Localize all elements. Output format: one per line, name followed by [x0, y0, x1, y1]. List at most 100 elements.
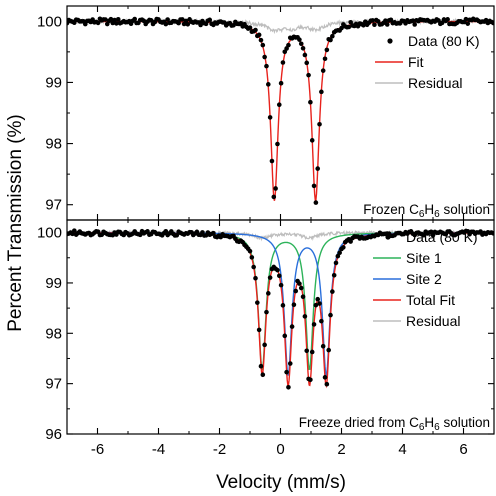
data-point — [298, 285, 304, 291]
data-point — [300, 46, 306, 51]
y-tick-label: 99 — [45, 275, 62, 292]
data-point — [304, 60, 310, 66]
data-point — [330, 289, 335, 294]
data-point — [176, 20, 181, 26]
data-point — [348, 239, 353, 244]
data-point — [324, 381, 330, 387]
plot-area — [67, 16, 494, 205]
data-point — [280, 303, 286, 308]
data-point — [428, 229, 434, 235]
data-point — [287, 361, 293, 366]
x-axis-label: Velocity (mm/s) — [216, 472, 346, 493]
data-point — [315, 296, 321, 302]
data-point — [284, 369, 289, 375]
data-point — [276, 102, 282, 108]
data-point — [361, 23, 366, 28]
note-text-part: Freeze dried from C — [299, 415, 419, 430]
data-point — [262, 54, 267, 60]
data-points — [67, 16, 494, 205]
data-point — [309, 138, 315, 143]
data-point — [247, 25, 253, 30]
data-point — [183, 18, 189, 24]
data-point — [491, 20, 494, 26]
x-tick-label: -2 — [213, 441, 226, 458]
data-point — [309, 349, 315, 355]
note-text-part: H — [424, 415, 434, 430]
data-point — [253, 27, 258, 33]
data-point — [463, 16, 469, 22]
data-point — [298, 41, 304, 47]
data-point — [112, 17, 117, 23]
data-point — [211, 230, 216, 236]
data-point — [384, 22, 390, 27]
x-tick-label: -6 — [91, 441, 104, 458]
data-point — [255, 300, 260, 305]
legend-label: Fit — [408, 54, 424, 70]
data-point — [148, 18, 154, 23]
data-point — [291, 302, 297, 308]
data-point — [231, 22, 236, 28]
data-point — [297, 281, 302, 286]
data-point — [247, 248, 253, 254]
data-point — [331, 273, 337, 278]
data-point — [311, 183, 317, 189]
data-point — [465, 21, 471, 26]
legend-label: Site 2 — [406, 271, 442, 287]
data-point — [302, 52, 308, 58]
data-point — [115, 16, 121, 22]
note-subscript: 6 — [434, 422, 440, 433]
y-tick-label: 99 — [45, 74, 62, 91]
data-point — [163, 21, 169, 27]
data-point — [306, 72, 311, 78]
data-point — [322, 375, 328, 380]
y-tick-label: 98 — [45, 136, 62, 153]
data-point — [335, 253, 341, 259]
data-point — [72, 228, 77, 233]
data-point — [132, 16, 138, 22]
data-point — [388, 17, 394, 23]
data-point — [269, 158, 275, 164]
data-point — [266, 291, 271, 296]
data-point — [264, 63, 269, 69]
data-point — [383, 18, 388, 23]
data-point — [333, 260, 339, 266]
data-point — [280, 60, 286, 65]
data-point — [445, 17, 450, 22]
x-tick-label: 2 — [337, 441, 345, 458]
legend-label: Site 1 — [406, 250, 442, 266]
data-point — [370, 18, 375, 23]
note-subscript: 6 — [419, 209, 425, 220]
data-point — [137, 232, 143, 238]
data-point — [179, 17, 185, 22]
y-tick-label: 97 — [45, 197, 62, 214]
data-point — [165, 17, 170, 22]
bottom-panel: -6 -4 -2 0 2 4 6 96 97 98 99 100 Data (80 K) Site 1 Si… — [37, 219, 495, 458]
y-tick-label: 100 — [37, 225, 62, 242]
data-point — [253, 275, 258, 281]
data-point — [317, 121, 322, 127]
data-point — [267, 115, 273, 120]
data-point — [264, 309, 269, 315]
data-point — [372, 22, 377, 28]
x-tick-label: 6 — [459, 441, 467, 458]
legend-label: Data (80 K) — [408, 33, 480, 49]
legend-label: Residual — [408, 75, 462, 91]
data-point — [328, 312, 333, 318]
data-point — [185, 22, 191, 27]
data-point — [282, 333, 288, 339]
y-axis-label: Percent Transmission (%) — [5, 114, 26, 332]
data-point — [319, 318, 324, 324]
data-point — [326, 347, 331, 353]
data-point — [320, 343, 326, 349]
data-point — [145, 229, 150, 234]
legend: Data (80 K) Site 1 Site 2 Total Fit Residual — [373, 229, 478, 329]
data-point — [260, 372, 266, 377]
y-tick-label: 100 — [37, 13, 62, 30]
data-point — [103, 17, 108, 22]
data-point — [346, 24, 352, 30]
legend-label: Data (80 K) — [406, 229, 478, 245]
data-point — [258, 363, 264, 369]
data-point — [256, 327, 262, 333]
